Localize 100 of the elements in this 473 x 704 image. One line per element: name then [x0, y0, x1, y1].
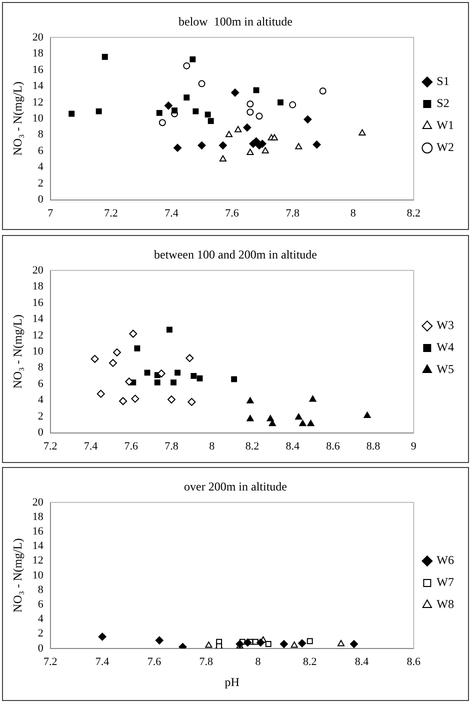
x-tick-label: 7.4	[84, 440, 98, 452]
point	[295, 143, 302, 150]
x-axis-title: pH	[224, 674, 240, 689]
y-tick-label: 18	[32, 48, 44, 60]
point	[196, 375, 203, 382]
x-tick-label: 7	[48, 207, 54, 220]
point	[190, 56, 196, 62]
y-tick-label: 20	[32, 496, 44, 508]
y-tick-label: 14	[32, 80, 44, 92]
point	[289, 101, 296, 108]
x-tick-label: 8.6	[406, 656, 422, 668]
x-tick-label: 7.8	[199, 656, 214, 668]
point	[246, 397, 254, 404]
y-tick-label: 8	[38, 128, 44, 141]
point	[364, 412, 371, 418]
point	[172, 108, 178, 114]
point	[167, 396, 176, 404]
y-tick-label: 4	[38, 161, 44, 174]
legend-label: W7	[436, 575, 454, 590]
point	[96, 390, 105, 398]
y-tick-label: 10	[32, 112, 44, 124]
y-tick-label: 6	[38, 378, 44, 390]
point	[231, 88, 240, 97]
x-tick-label: 8.4	[286, 440, 300, 452]
point	[278, 99, 284, 106]
point	[108, 358, 117, 367]
y-tick-label: 10	[32, 569, 44, 582]
x-tick-label: 7.2	[44, 440, 58, 452]
point	[174, 144, 182, 152]
x-tick-label: 8	[209, 440, 216, 452]
chart-title: between 100 and 200m in altitude	[154, 247, 317, 262]
x-tick-label: 8.2	[303, 656, 317, 668]
y-axis-title: NO₃ - N(mg/L)	[10, 538, 24, 612]
x-tick-label: 7.4	[95, 656, 110, 668]
point	[166, 326, 172, 333]
point	[218, 141, 227, 150]
point	[190, 372, 197, 379]
y-tick-label: 12	[32, 329, 44, 342]
point	[225, 130, 233, 138]
legend-label: W5	[436, 362, 454, 376]
y-tick-label: 18	[32, 280, 44, 293]
point	[208, 118, 214, 124]
point	[219, 155, 226, 162]
point	[299, 420, 306, 426]
y-tick-label: 6	[38, 144, 44, 157]
point	[246, 100, 254, 108]
x-tick-label: 7.8	[286, 207, 300, 220]
point	[295, 413, 302, 420]
point	[266, 414, 274, 422]
point	[164, 102, 172, 110]
point	[113, 348, 121, 356]
point	[319, 87, 326, 94]
x-tick-label: 7.2	[104, 207, 118, 220]
legend-label: W6	[436, 553, 454, 568]
point	[312, 140, 321, 149]
y-tick-label: 16	[32, 525, 44, 538]
chart-title: over 200m in altitude	[184, 479, 287, 494]
point	[198, 141, 206, 150]
point	[198, 80, 206, 88]
y-axis-title: NO₃ - N(mg/L)	[10, 82, 24, 156]
legend-label: W8	[436, 597, 454, 612]
y-tick-label: 8	[38, 362, 44, 374]
point	[204, 112, 211, 118]
point	[68, 110, 75, 117]
legend-label: W1	[436, 118, 454, 132]
x-tick-label: 8.2	[406, 207, 421, 220]
y-tick-label: 18	[32, 510, 44, 523]
y-tick-label: 4	[38, 613, 44, 626]
y-tick-label: 12	[32, 554, 44, 567]
point	[158, 119, 166, 126]
point	[156, 110, 162, 116]
point	[243, 124, 252, 132]
y-tick-label: 16	[32, 64, 44, 76]
y-tick-label: 10	[32, 345, 44, 358]
x-tick-label: 7.4	[164, 207, 179, 220]
point	[256, 112, 263, 120]
point	[183, 62, 190, 70]
x-tick-label: 7.6	[225, 207, 240, 220]
y-tick-label: 0	[38, 194, 44, 206]
point	[154, 379, 160, 386]
y-tick-label: 2	[38, 628, 44, 640]
y-tick-label: 16	[32, 296, 44, 309]
y-tick-label: 6	[38, 598, 44, 610]
y-tick-label: 14	[32, 313, 44, 326]
point	[188, 398, 196, 406]
y-tick-label: 20	[32, 31, 44, 44]
y-tick-label: 0	[38, 426, 44, 439]
point	[90, 354, 99, 363]
point	[253, 87, 260, 94]
legend-label: S2	[436, 96, 450, 110]
x-tick-label: 7.6	[147, 656, 162, 668]
point	[231, 376, 238, 382]
y-tick-label: 0	[38, 642, 44, 654]
point	[246, 148, 254, 155]
point	[304, 115, 312, 124]
point	[144, 370, 150, 376]
x-tick-label: 8.2	[245, 440, 260, 452]
point	[234, 126, 242, 132]
x-tick-label: 8	[350, 207, 356, 220]
y-tick-label: 2	[38, 177, 44, 190]
